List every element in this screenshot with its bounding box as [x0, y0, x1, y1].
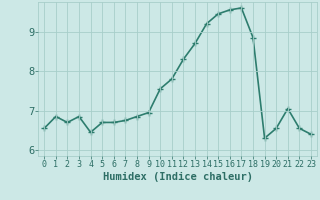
X-axis label: Humidex (Indice chaleur): Humidex (Indice chaleur) [103, 172, 252, 182]
